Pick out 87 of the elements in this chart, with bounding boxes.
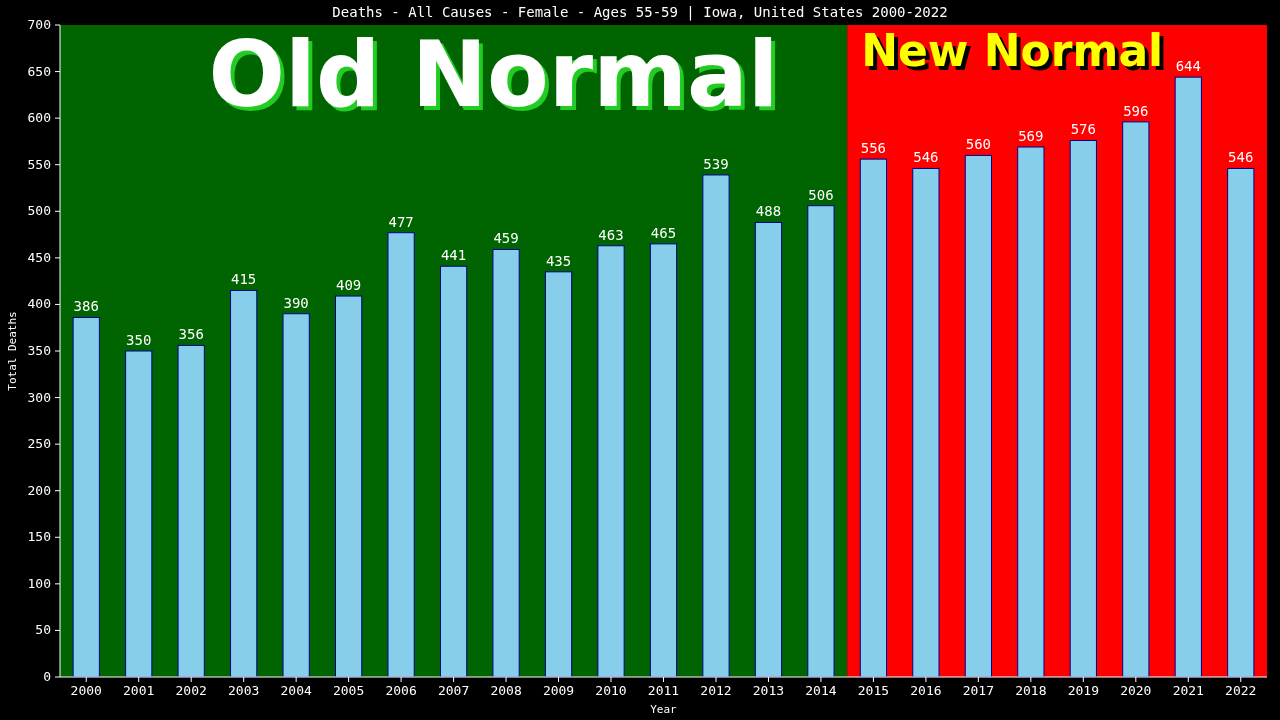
y-tick-label: 350 bbox=[27, 343, 51, 358]
bar bbox=[807, 205, 835, 678]
x-tick-label: 2014 bbox=[805, 683, 837, 698]
y-tick-label: 450 bbox=[27, 249, 51, 265]
y-tick-label: 400 bbox=[27, 296, 51, 312]
x-tick-label: 2021 bbox=[1172, 683, 1204, 698]
bar bbox=[754, 221, 783, 678]
data-label: 644 bbox=[1175, 58, 1201, 75]
y-tick-label: 250 bbox=[27, 436, 51, 452]
bar bbox=[125, 350, 153, 678]
data-label: 488 bbox=[755, 203, 782, 220]
data-label: 546 bbox=[913, 149, 939, 166]
x-tick-label: 2020 bbox=[1120, 683, 1152, 698]
x-tick-label: 2001 bbox=[123, 683, 155, 698]
data-label: 546 bbox=[1228, 149, 1254, 166]
bar bbox=[335, 295, 363, 678]
y-tick-label: 50 bbox=[35, 622, 51, 638]
bar bbox=[597, 245, 625, 678]
x-axis-title: Year bbox=[650, 703, 678, 716]
bar bbox=[964, 154, 992, 678]
bar bbox=[230, 289, 258, 678]
x-tick-label: 2009 bbox=[542, 683, 575, 698]
x-tick-label: 2011 bbox=[647, 683, 680, 698]
x-tick-label: 2003 bbox=[228, 683, 260, 698]
data-label: 350 bbox=[126, 332, 152, 348]
y-tick-label: 150 bbox=[27, 529, 51, 545]
x-tick-label: 2019 bbox=[1067, 683, 1099, 698]
data-label: 390 bbox=[283, 294, 309, 311]
data-label: 459 bbox=[493, 230, 519, 247]
data-label: 356 bbox=[178, 326, 204, 343]
bar bbox=[72, 316, 100, 678]
x-tick-label: 2018 bbox=[1015, 683, 1047, 698]
x-tick-label: 2002 bbox=[175, 683, 207, 698]
bar bbox=[177, 344, 205, 678]
data-label: 435 bbox=[545, 252, 572, 269]
data-label: 556 bbox=[860, 140, 887, 157]
x-tick-label: 2016 bbox=[910, 683, 942, 698]
y-tick-label: 700 bbox=[27, 17, 51, 32]
bar bbox=[1069, 140, 1097, 678]
data-label: 409 bbox=[335, 277, 362, 294]
y-tick-label: 200 bbox=[27, 482, 51, 498]
y-tick-label: 650 bbox=[27, 63, 51, 79]
y-axis-title: Total Deaths bbox=[6, 311, 19, 391]
bar bbox=[492, 248, 520, 678]
bar bbox=[702, 174, 730, 678]
data-label: 560 bbox=[965, 136, 992, 153]
data-label: 539 bbox=[703, 155, 729, 172]
data-label: 576 bbox=[1070, 121, 1096, 138]
x-tick-label: 2008 bbox=[490, 683, 522, 698]
data-label: 569 bbox=[1018, 128, 1044, 145]
bar bbox=[912, 167, 940, 678]
x-tick-label: 2022 bbox=[1225, 683, 1257, 698]
y-tick-label: 100 bbox=[27, 575, 51, 591]
y-tick-label: 300 bbox=[27, 389, 51, 405]
x-tick-label: 2006 bbox=[385, 683, 417, 698]
bar bbox=[1174, 76, 1202, 678]
x-tick-label: 2012 bbox=[700, 683, 732, 698]
x-tick-label: 2015 bbox=[857, 683, 890, 698]
y-tick-label: 600 bbox=[27, 110, 51, 126]
bar bbox=[544, 271, 573, 678]
data-label: 506 bbox=[808, 186, 834, 203]
x-tick-label: 2013 bbox=[752, 683, 785, 698]
bar bbox=[439, 265, 468, 678]
data-label: 463 bbox=[598, 226, 624, 243]
data-label: 477 bbox=[388, 213, 414, 230]
x-tick-label: 2000 bbox=[70, 683, 102, 698]
bar bbox=[1122, 121, 1150, 678]
data-label: 441 bbox=[440, 247, 467, 264]
y-tick-label: 0 bbox=[43, 669, 51, 684]
y-tick-label: 500 bbox=[27, 203, 51, 219]
chart-title: Deaths - All Causes - Female - Ages 55-59 | Iowa, United States 2000-2022 bbox=[332, 4, 948, 21]
data-label: 415 bbox=[231, 271, 257, 288]
x-tick-label: 2010 bbox=[595, 683, 627, 698]
bar bbox=[649, 243, 678, 678]
x-tick-label: 2005 bbox=[332, 683, 365, 698]
x-tick-label: 2004 bbox=[280, 683, 312, 698]
bar bbox=[859, 158, 888, 678]
x-tick-label: 2007 bbox=[437, 683, 470, 698]
bar bbox=[1017, 146, 1045, 678]
data-label: 596 bbox=[1123, 102, 1149, 119]
data-label: 465 bbox=[650, 224, 677, 241]
bar bbox=[1227, 167, 1255, 678]
x-tick-label: 2017 bbox=[962, 683, 995, 698]
bar bbox=[282, 313, 310, 678]
data-label: 386 bbox=[73, 298, 99, 315]
y-tick-label: 550 bbox=[27, 156, 51, 172]
bar bbox=[387, 232, 415, 678]
